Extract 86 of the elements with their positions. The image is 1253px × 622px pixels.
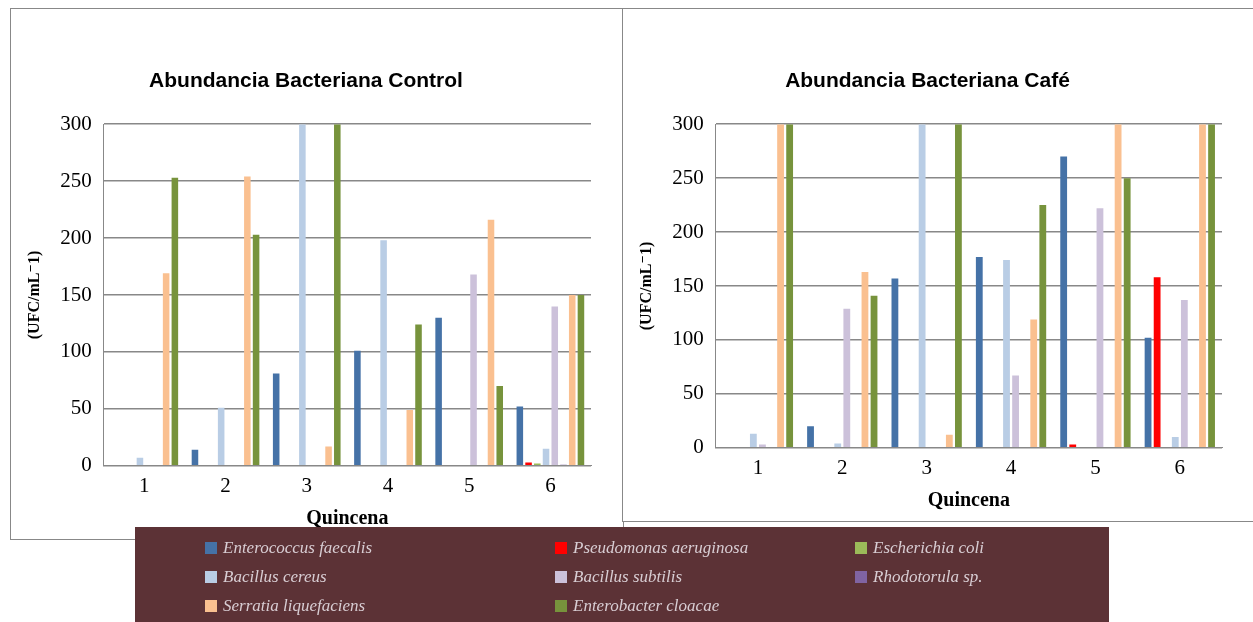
y-axis-title: (UFC/mL⁻1) (24, 250, 43, 340)
x-tick-label: 2 (220, 472, 231, 497)
bar (577, 295, 585, 466)
y-tick-label: 150 (672, 272, 704, 297)
bar (945, 434, 953, 448)
bar (272, 373, 280, 466)
x-tick-label: 3 (301, 472, 312, 497)
bar (955, 124, 962, 448)
bar (975, 256, 983, 448)
bar (496, 386, 504, 466)
bar (1012, 375, 1019, 448)
bar (777, 124, 784, 448)
bar (834, 443, 842, 448)
chart-title: Abundancia Bacteriana Control (149, 68, 463, 92)
bar (1199, 124, 1206, 448)
legend-label: Escherichia coli (873, 538, 984, 558)
bar (843, 308, 851, 448)
bar (406, 410, 414, 466)
legend-label: Enterococcus faecalis (223, 538, 373, 558)
chart-title: Abundancia Bacteriana Café (785, 68, 1070, 92)
bar (299, 124, 306, 466)
bar (191, 449, 199, 466)
bar (542, 448, 550, 466)
bar (162, 273, 170, 466)
legend-label: Enterobacter cloacae (573, 596, 720, 616)
legend-label: Rhodotorula sp. (873, 567, 983, 587)
bar (525, 462, 532, 466)
y-tick-label: 100 (60, 338, 92, 363)
bar (1123, 178, 1131, 448)
y-tick-label: 0 (81, 452, 92, 477)
bar (1060, 156, 1068, 448)
y-axis-title: (UFC/mL⁻1) (636, 241, 655, 331)
bar (516, 406, 524, 466)
bar (1180, 300, 1188, 448)
bar (786, 124, 794, 448)
bar (334, 124, 341, 466)
x-tick-label: 6 (545, 472, 556, 497)
y-tick-label: 300 (672, 110, 704, 135)
bar (1003, 260, 1010, 448)
x-axis-title: Quincena (927, 488, 1010, 511)
bar (1114, 124, 1122, 448)
x-tick-label: 2 (837, 454, 848, 479)
y-tick-label: 0 (693, 434, 704, 459)
legend-label: Bacillus subtilis (573, 567, 683, 587)
bar (568, 295, 576, 466)
y-tick-label: 250 (60, 167, 92, 192)
bar (252, 234, 260, 466)
bar (380, 240, 387, 466)
bar (217, 407, 225, 466)
x-tick-label: 3 (921, 454, 932, 479)
y-tick-label: 250 (672, 164, 704, 189)
x-tick-label: 1 (752, 454, 764, 479)
legend-label: Pseudomonas aeruginosa (573, 538, 749, 558)
y-tick-label: 50 (682, 380, 704, 405)
x-tick-label: 5 (463, 472, 475, 497)
bar (918, 124, 926, 448)
legend-label: Serratia liquefaciens (223, 596, 366, 616)
bar (807, 426, 814, 448)
bar (749, 433, 757, 448)
bar (171, 177, 179, 466)
x-tick-label: 1 (139, 472, 150, 497)
bar (1171, 437, 1179, 448)
y-tick-label: 200 (672, 218, 704, 243)
x-tick-label: 6 (1174, 454, 1186, 479)
x-tick-label: 4 (382, 472, 394, 497)
bar (244, 176, 251, 466)
x-tick-label: 5 (1090, 454, 1101, 479)
bar (325, 446, 332, 466)
bar (354, 350, 361, 466)
y-tick-label: 50 (70, 395, 92, 420)
bar (415, 324, 422, 466)
legend-label: Bacillus cereus (223, 567, 327, 587)
bar (1208, 124, 1215, 448)
bar (1153, 277, 1161, 448)
y-tick-label: 150 (60, 281, 92, 306)
y-tick-label: 100 (672, 326, 704, 351)
bar (1030, 319, 1038, 448)
bar (1039, 205, 1047, 448)
x-axis-title: Quincena (306, 506, 389, 529)
bar (487, 219, 495, 466)
bar (435, 317, 442, 466)
bar (470, 274, 477, 466)
y-tick-label: 300 (60, 110, 92, 135)
bar (551, 306, 559, 466)
x-tick-label: 4 (1005, 454, 1017, 479)
y-tick-label: 200 (60, 224, 92, 249)
